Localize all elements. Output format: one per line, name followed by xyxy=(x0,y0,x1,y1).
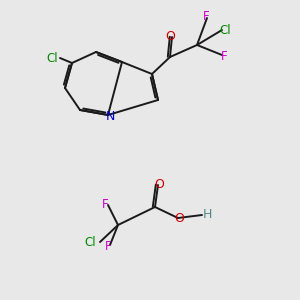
Text: H: H xyxy=(202,208,212,221)
Text: F: F xyxy=(221,50,227,62)
Text: O: O xyxy=(174,212,184,226)
Text: N: N xyxy=(105,110,115,122)
Text: Cl: Cl xyxy=(219,23,231,37)
Text: F: F xyxy=(203,11,209,23)
Text: F: F xyxy=(102,197,108,211)
Text: O: O xyxy=(165,31,175,44)
Text: Cl: Cl xyxy=(84,236,96,250)
Text: F: F xyxy=(105,241,111,254)
Text: O: O xyxy=(154,178,164,190)
Text: Cl: Cl xyxy=(46,52,58,64)
